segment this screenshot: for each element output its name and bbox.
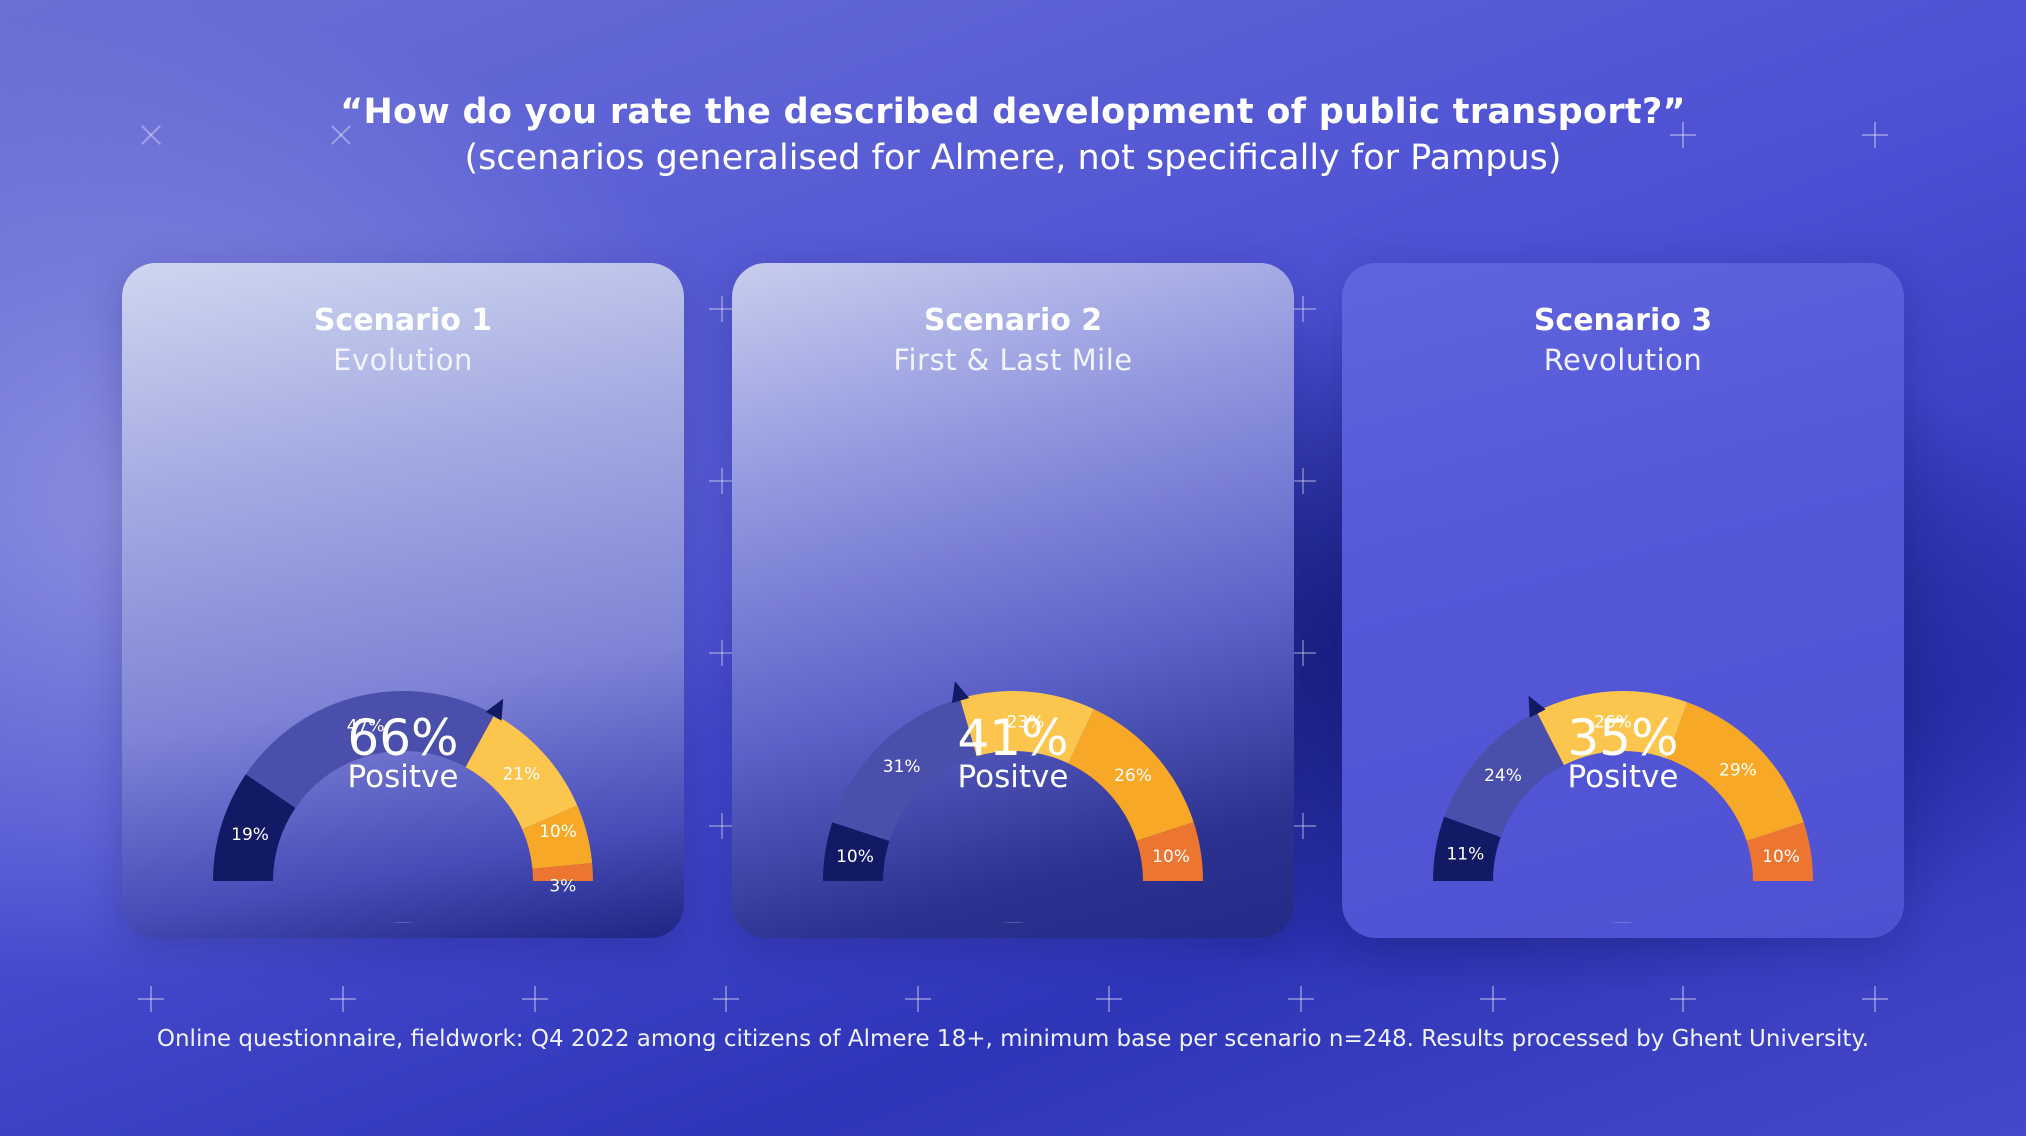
scenario-title: Scenario 1 bbox=[313, 303, 493, 338]
summary-label: Positve bbox=[1567, 759, 1679, 795]
decor-plus-icon bbox=[709, 640, 735, 666]
gauge-segment bbox=[213, 774, 296, 881]
decor-plus-icon bbox=[1480, 986, 1506, 1012]
scenario-card: Scenario 3 Revolution 11% 24% 26% 29% 10% 35… bbox=[1342, 263, 1904, 938]
decor-plus-icon bbox=[1670, 986, 1696, 1012]
scenario-subtitle: Revolution bbox=[1543, 343, 1703, 377]
decor-plus-icon bbox=[709, 468, 735, 494]
summary-label: Positve bbox=[347, 759, 459, 795]
gauge-data-label: 10% bbox=[1762, 847, 1800, 867]
gauge-segment bbox=[522, 805, 593, 869]
gauge-segment bbox=[1444, 711, 1564, 837]
gauge-pointer-icon bbox=[485, 698, 504, 721]
gauge-data-label: 47% bbox=[347, 716, 385, 736]
scenario-title: Scenario 3 bbox=[1533, 303, 1713, 338]
gauge-data-label: 10% bbox=[539, 822, 577, 842]
gauge-segment bbox=[1136, 822, 1203, 881]
decor-plus-icon bbox=[1096, 986, 1122, 1012]
summary-percent: 35% bbox=[1567, 709, 1679, 767]
summary-percent: 41% bbox=[957, 709, 1069, 767]
decor-plus-icon bbox=[522, 986, 548, 1012]
scenario-subtitle: First & Last Mile bbox=[893, 343, 1133, 377]
gauge-segment bbox=[1433, 816, 1501, 881]
decor-plus-icon bbox=[1862, 122, 1888, 148]
decor-plus-icon bbox=[1290, 468, 1316, 494]
gauge-segment bbox=[532, 863, 593, 881]
gauge-pointer-icon bbox=[1528, 695, 1546, 718]
gauge-segment bbox=[832, 698, 977, 841]
gauge-segment bbox=[245, 691, 495, 808]
gauge-data-label: 26% bbox=[1114, 766, 1152, 786]
decor-plus-icon bbox=[709, 813, 735, 839]
gauge-data-label: 11% bbox=[1446, 844, 1484, 864]
decor-plus-icon bbox=[1288, 986, 1314, 1012]
scenario-card: Scenario 1 Evolution 19% 47% 21% 10% 3% 66% … bbox=[122, 263, 684, 938]
scenario-card: Scenario 2 First & Last Mile 10% 31% 23% 26… bbox=[732, 263, 1294, 938]
decor-plus-icon bbox=[1670, 122, 1696, 148]
decor-plus-icon bbox=[138, 986, 164, 1012]
gauge-segment bbox=[959, 691, 1094, 764]
source-footnote: Online questionnaire, fieldwork: Q4 2022… bbox=[156, 1026, 1870, 1052]
decor-plus-icon bbox=[1862, 986, 1888, 1012]
gauge-data-label: 21% bbox=[502, 764, 540, 784]
gauge-chart: 10% 31% 23% 26% 10% bbox=[823, 681, 1203, 923]
gauge-pointer-icon bbox=[951, 681, 970, 703]
gauge-data-label: 31% bbox=[883, 757, 921, 777]
scenario-title: Scenario 2 bbox=[923, 303, 1103, 338]
gauge-chart: 19% 47% 21% 10% 3% bbox=[213, 691, 593, 923]
decor-plus-icon bbox=[905, 986, 931, 1012]
decor-plus-icon bbox=[713, 986, 739, 1012]
gauge-data-label: 10% bbox=[836, 847, 874, 867]
summary-percent: 66% bbox=[347, 709, 459, 767]
gauge-segment bbox=[823, 822, 890, 881]
gauge-data-label: 29% bbox=[1719, 761, 1757, 781]
decor-plus-icon bbox=[1290, 296, 1316, 322]
decor-plus-icon bbox=[1290, 640, 1316, 666]
gauge-segment bbox=[1068, 709, 1194, 841]
gauge-data-label: 24% bbox=[1484, 766, 1522, 786]
question-title: “How do you rate the described developme… bbox=[340, 92, 1686, 132]
decor-plus-icon bbox=[330, 986, 356, 1012]
gauge-data-label: 26% bbox=[1594, 712, 1632, 732]
scenario-subtitle: Evolution bbox=[333, 343, 473, 377]
question-subtitle: (scenarios generalised for Almere, not s… bbox=[464, 138, 1562, 178]
decor-plus-icon bbox=[1290, 813, 1316, 839]
decor-plus-icon bbox=[709, 296, 735, 322]
question-header: “How do you rate the described developme… bbox=[0, 92, 2026, 178]
gauge-segment bbox=[1536, 691, 1688, 766]
summary-label: Positve bbox=[957, 759, 1069, 795]
gauge-data-label: 10% bbox=[1152, 847, 1190, 867]
gauge-segment bbox=[465, 714, 578, 830]
gauge-chart: 11% 24% 26% 29% 10% bbox=[1433, 691, 1813, 923]
gauge-data-label: 3% bbox=[549, 876, 576, 896]
gauge-segment bbox=[1667, 702, 1804, 841]
gauge-segment bbox=[1746, 822, 1813, 881]
gauge-data-label: 19% bbox=[231, 825, 269, 845]
gauge-data-label: 23% bbox=[1007, 712, 1045, 732]
